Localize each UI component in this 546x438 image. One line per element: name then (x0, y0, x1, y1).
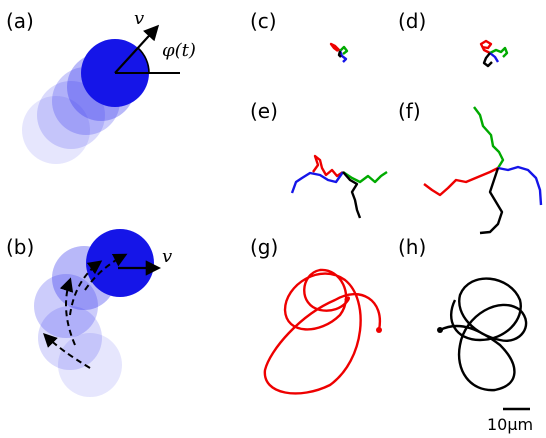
panel-label: (d) (398, 9, 426, 33)
panel-label: (h) (398, 235, 426, 259)
trajectories-c (329, 42, 349, 63)
panel-label: (e) (250, 99, 278, 123)
panel-label: (c) (250, 9, 277, 33)
trajectory-h (437, 277, 528, 392)
velocity-label: v (162, 246, 172, 267)
trajectory-g (263, 268, 382, 395)
panel-b: (b) v (6, 229, 172, 397)
trajectories-e (290, 154, 388, 219)
angle-label: φ(t) (162, 40, 196, 61)
panel-label: (b) (6, 235, 34, 259)
panel-a: (a) v φ(t) (6, 8, 196, 164)
panel-label: (g) (250, 235, 278, 259)
panel-label: (f) (398, 99, 421, 123)
velocity-label: v (134, 8, 144, 29)
scale-bar-label: 10μm (487, 415, 533, 434)
trajectories-d (479, 39, 509, 68)
panel-label: (a) (6, 9, 34, 33)
trajectories-f (423, 106, 543, 235)
